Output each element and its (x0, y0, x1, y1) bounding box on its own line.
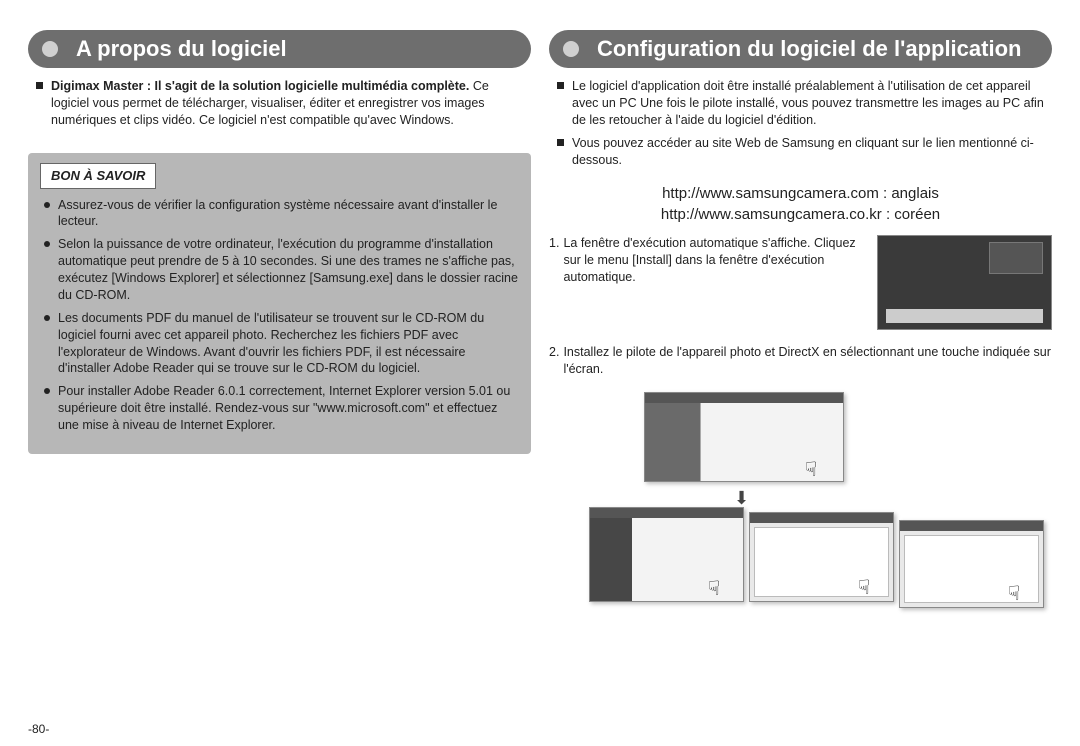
down-arrow-icon: ⬇ (734, 488, 749, 509)
intro-bold: Digimax Master : Il s'agit de la solutio… (51, 79, 469, 93)
info-item: Les documents PDF du manuel de l'utilisa… (40, 310, 519, 378)
info-item: Selon la puissance de votre ordinateur, … (40, 236, 519, 304)
url-korean: http://www.samsungcamera.co.kr : coréen (549, 204, 1052, 225)
cursor-icon: ☟ (805, 457, 817, 482)
right-body: Le logiciel d'application doit être inst… (549, 78, 1052, 174)
dialog-titlebar (645, 393, 843, 403)
dialog-body (700, 403, 843, 481)
step1-number: 1. (549, 235, 559, 252)
dot-bullet-icon (44, 241, 50, 247)
dialog-titlebar (900, 521, 1043, 531)
step1-text: La fenêtre d'exécution automatique s'aff… (563, 235, 867, 286)
page-number: -80- (28, 722, 49, 736)
info-item: Pour installer Adobe Reader 6.0.1 correc… (40, 383, 519, 434)
dialog-cascade: ☟ ⬇ ☟ ☟ ☟ (549, 392, 1052, 612)
dot-bullet-icon (44, 388, 50, 394)
url-english: http://www.samsungcamera.com : anglais (549, 183, 1052, 204)
square-bullet-icon (557, 139, 564, 146)
installer-screenshot (877, 235, 1052, 330)
info-text-1: Selon la puissance de votre ordinateur, … (58, 236, 519, 304)
step1-text-block: 1. La fenêtre d'exécution automatique s'… (549, 235, 867, 286)
dialog-side-graphic (590, 518, 632, 601)
step2-number: 2. (549, 344, 559, 361)
right-bullet-0: Le logiciel d'application doit être inst… (572, 78, 1048, 129)
info-label: BON À SAVOIR (40, 163, 156, 189)
right-bullet-1: Vous pouvez accéder au site Web de Samsu… (572, 135, 1048, 169)
square-bullet-icon (36, 82, 43, 89)
dialog-side-graphic (645, 403, 700, 481)
right-header: Configuration du logiciel de l'applicati… (549, 30, 1052, 68)
intro-text: Digimax Master : Il s'agit de la solutio… (51, 78, 527, 129)
camera-graphic (989, 242, 1043, 274)
cursor-icon: ☟ (1008, 581, 1020, 606)
info-text-3: Pour installer Adobe Reader 6.0.1 correc… (58, 383, 519, 434)
cursor-icon: ☟ (708, 576, 720, 601)
dot-bullet-icon (44, 315, 50, 321)
info-text-0: Assurez-vous de vérifier la configuratio… (58, 197, 519, 231)
left-column: A propos du logiciel Digimax Master : Il… (28, 30, 531, 736)
wizard-dialog-1: ☟ (644, 392, 844, 482)
info-box: BON À SAVOIR Assurez-vous de vérifier la… (28, 153, 531, 454)
cursor-icon: ☟ (858, 575, 870, 600)
installer-bottom-bar (886, 309, 1043, 323)
step-1: 1. La fenêtre d'exécution automatique s'… (549, 235, 1052, 330)
right-bullet: Le logiciel d'application doit être inst… (553, 78, 1048, 129)
right-column: Configuration du logiciel de l'applicati… (549, 30, 1052, 736)
right-bullet: Vous pouvez accéder au site Web de Samsu… (553, 135, 1048, 169)
manual-page: A propos du logiciel Digimax Master : Il… (0, 0, 1080, 746)
info-text-2: Les documents PDF du manuel de l'utilisa… (58, 310, 519, 378)
url-block: http://www.samsungcamera.com : anglais h… (549, 183, 1052, 225)
dialog-titlebar (750, 513, 893, 523)
wizard-dialog-2: ☟ (589, 507, 744, 602)
info-item: Assurez-vous de vérifier la configuratio… (40, 197, 519, 231)
step2-text: Installez le pilote de l'appareil photo … (563, 344, 1052, 378)
dialog-body (632, 518, 743, 601)
step-2: 2. Installez le pilote de l'appareil pho… (549, 344, 1052, 378)
square-bullet-icon (557, 82, 564, 89)
left-body: Digimax Master : Il s'agit de la solutio… (28, 78, 531, 135)
right-header-text: Configuration du logiciel de l'applicati… (597, 36, 1021, 61)
wizard-dialog-3: ☟ (749, 512, 894, 602)
dot-bullet-icon (44, 202, 50, 208)
left-header-text: A propos du logiciel (76, 36, 287, 61)
wizard-dialog-4: ☟ (899, 520, 1044, 608)
left-header: A propos du logiciel (28, 30, 531, 68)
intro-block: Digimax Master : Il s'agit de la solutio… (32, 78, 527, 129)
dialog-titlebar (590, 508, 743, 518)
